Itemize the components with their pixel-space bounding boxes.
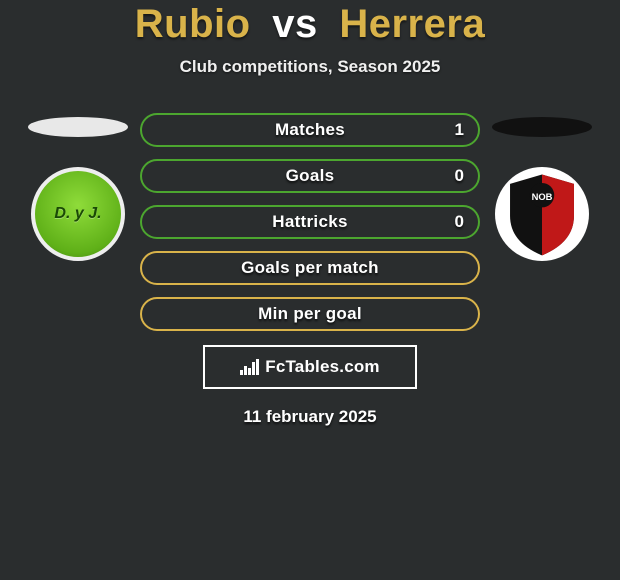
comparison-card: Rubio vs Herrera Club competitions, Seas… — [0, 0, 620, 580]
stat-value: 0 — [455, 212, 464, 232]
stat-value: 0 — [455, 166, 464, 186]
stat-bar-goals: Goals 0 — [140, 159, 480, 193]
watermark-text: FcTables.com — [265, 357, 380, 377]
stat-label: Goals per match — [241, 258, 379, 278]
shield-icon: NOB — [495, 167, 589, 261]
team2-badge: NOB — [495, 167, 589, 261]
stat-label: Goals — [286, 166, 335, 186]
subtitle: Club competitions, Season 2025 — [180, 57, 441, 77]
stat-label: Hattricks — [272, 212, 347, 232]
player1-marker — [28, 117, 128, 137]
bars-icon — [240, 359, 259, 375]
stat-label: Matches — [275, 120, 345, 140]
stat-bar-mpg: Min per goal — [140, 297, 480, 331]
stat-bars: Matches 1 Goals 0 Hattricks 0 Goals per … — [140, 113, 480, 331]
stat-label: Min per goal — [258, 304, 362, 324]
team1-badge: D. y J. — [31, 167, 125, 261]
team1-badge-text: D. y J. — [54, 205, 101, 223]
stat-bar-hattricks: Hattricks 0 — [140, 205, 480, 239]
player2-name: Herrera — [339, 2, 485, 46]
stat-value: 1 — [455, 120, 464, 140]
player2-marker — [492, 117, 592, 137]
left-side: D. y J. — [28, 113, 128, 261]
svg-text:NOB: NOB — [532, 191, 553, 202]
vs-text: vs — [272, 2, 318, 46]
stat-bar-matches: Matches 1 — [140, 113, 480, 147]
right-side: NOB — [492, 113, 592, 261]
watermark: FcTables.com — [203, 345, 417, 389]
stat-bar-gpm: Goals per match — [140, 251, 480, 285]
player1-name: Rubio — [135, 2, 251, 46]
page-title: Rubio vs Herrera — [135, 2, 485, 47]
date-text: 11 february 2025 — [243, 407, 376, 427]
stats-area: D. y J. Matches 1 Goals 0 Hattricks 0 Go… — [0, 113, 620, 331]
